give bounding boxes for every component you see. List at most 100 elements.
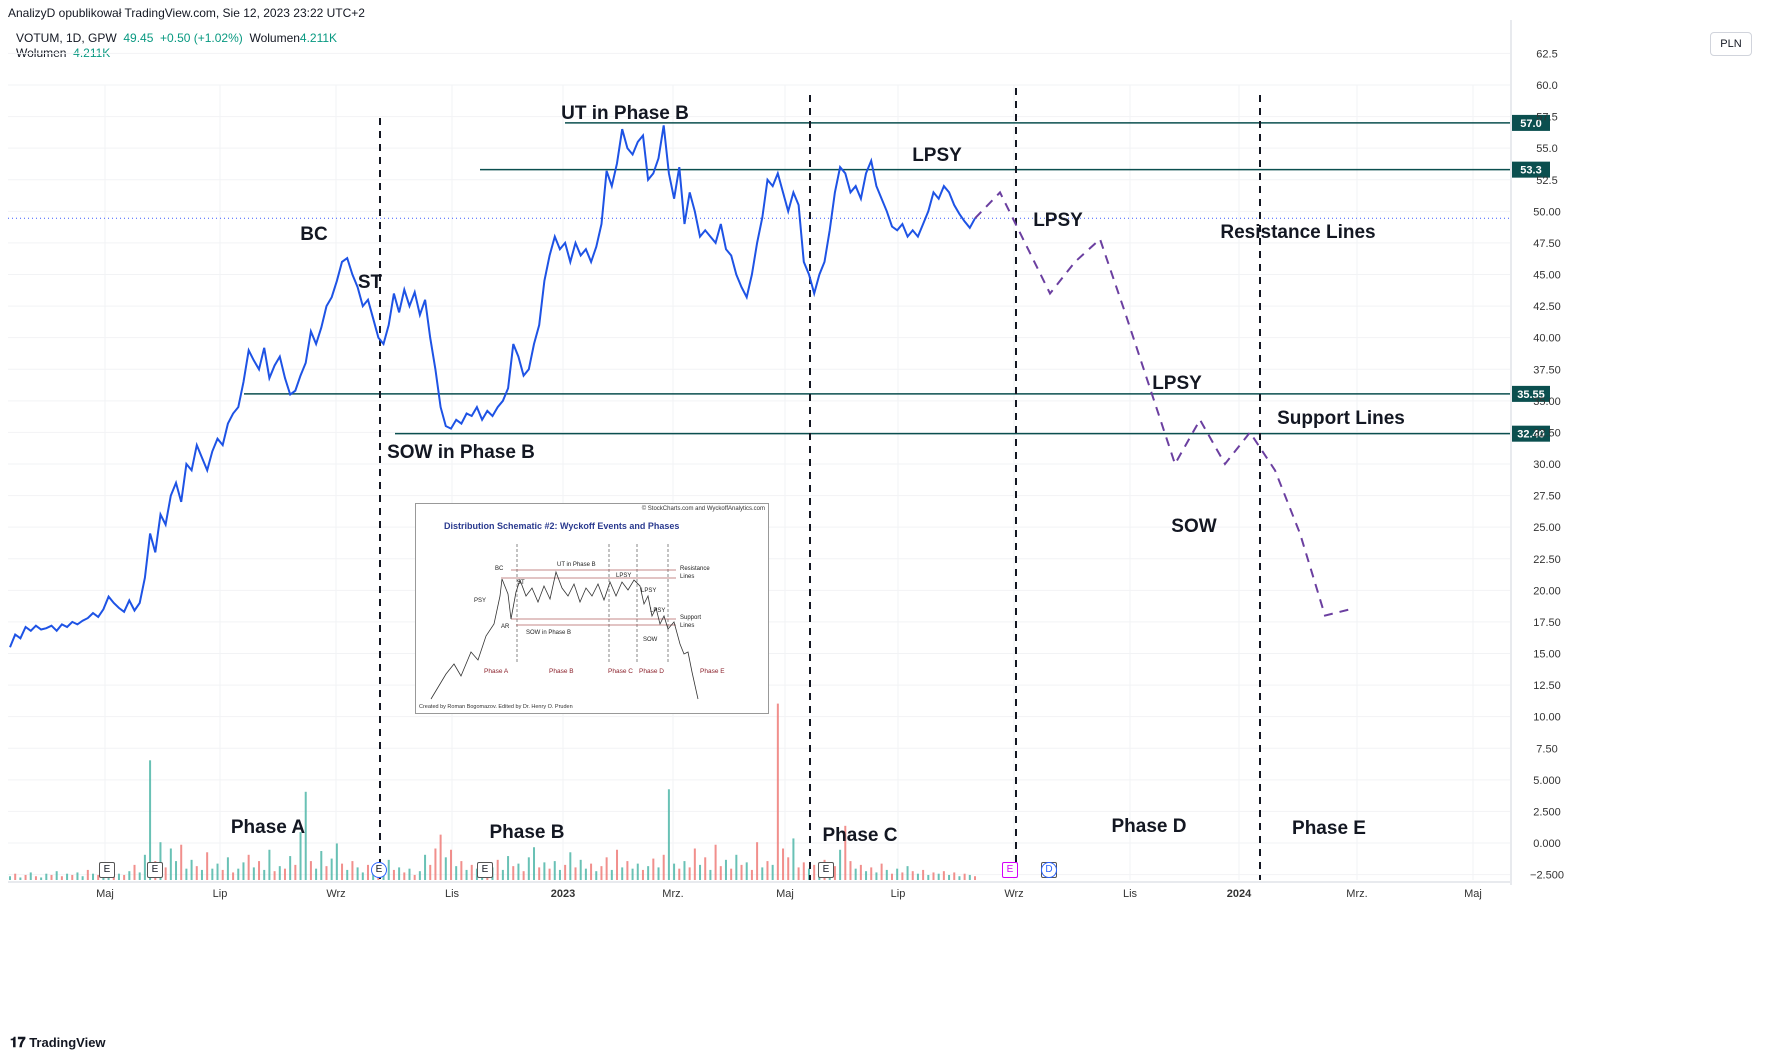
volume-bar xyxy=(455,866,458,880)
volume-bar xyxy=(662,854,665,880)
volume-bar xyxy=(356,867,359,880)
volume-bar xyxy=(890,873,893,880)
volume-bar xyxy=(626,861,629,880)
tradingview-logo[interactable]: 𝟏𝟕 TradingView xyxy=(10,1034,106,1051)
annotation-label: LPSY xyxy=(1033,210,1083,231)
phase-dividers[interactable] xyxy=(379,88,1261,880)
tv-logo-text: TradingView xyxy=(29,1035,106,1050)
currency-button[interactable]: PLN xyxy=(1710,32,1752,56)
price-tick: 12.50 xyxy=(1533,680,1561,692)
annotation-label: LPSY xyxy=(1152,373,1202,394)
inset-label-resistance-lines: Lines xyxy=(680,574,694,580)
volume-bar xyxy=(190,859,193,880)
volume-bar xyxy=(19,877,22,880)
volume-bar xyxy=(932,872,935,880)
price-tick: 30.00 xyxy=(1533,459,1561,471)
volume-bar xyxy=(974,876,976,880)
dividend-badge[interactable]: D xyxy=(1041,862,1057,878)
volume-bar xyxy=(512,866,515,880)
inset-diagram: BC ST UT in Phase B LPSY LPSY LPSY PSY A… xyxy=(430,544,725,700)
annotation-label: UT in Phase B xyxy=(561,103,689,124)
price-axis[interactable]: 62.5 60.0 57.5 55.0 52.5 50.00 47.50 45.00 42.50… xyxy=(1510,20,1564,885)
volume-bar xyxy=(429,864,432,880)
time-axis[interactable]: Maj Lip Wrz Lis 2023 Mrz. Maj Lip Wrz Lis 2024 Mrz.… xyxy=(8,881,1510,900)
volume-legend-label: Wolumen xyxy=(249,31,300,45)
volume-bar xyxy=(968,874,971,880)
volume-bar xyxy=(548,868,551,880)
volume-bar xyxy=(942,871,945,880)
inset-phase-a: Phase A xyxy=(484,668,509,675)
price-tick: 7.50 xyxy=(1536,743,1557,755)
inset-label-psy: PSY xyxy=(474,598,486,604)
volume-bar xyxy=(579,859,582,880)
time-tick: 2024 xyxy=(1227,888,1252,900)
volume-bar xyxy=(953,872,956,880)
price-tick: 15.00 xyxy=(1533,649,1561,661)
volume-bar xyxy=(470,864,473,880)
volume-bar xyxy=(475,868,478,880)
price-tick: 22.50 xyxy=(1533,554,1561,566)
volume-bar xyxy=(693,848,696,880)
price-tick: 20.00 xyxy=(1533,585,1561,597)
time-tick: Wrz xyxy=(326,888,345,900)
volume-bar xyxy=(128,871,131,880)
volume-bar xyxy=(901,872,904,880)
volume-bar xyxy=(14,873,17,880)
earnings-badge[interactable]: E xyxy=(477,862,493,878)
volume-bar xyxy=(776,703,779,880)
wyckoff-inset[interactable]: © StockCharts.com and WyckoffAnalytics.c… xyxy=(415,503,769,714)
level-price-label: 32.40 xyxy=(1517,429,1545,441)
earnings-badge[interactable]: E xyxy=(1002,862,1018,878)
volume-bar xyxy=(564,864,567,880)
volume-bar xyxy=(657,867,660,880)
volume-bar xyxy=(408,868,411,880)
volume-bar xyxy=(444,857,447,880)
level-price-tag xyxy=(1512,114,1550,131)
price-tick: 52.5 xyxy=(1536,175,1557,187)
volume-bar xyxy=(756,842,759,880)
earnings-badge[interactable]: E xyxy=(147,862,163,878)
volume-bar xyxy=(387,859,390,880)
volume-bar xyxy=(636,863,639,880)
volume-bar xyxy=(600,866,603,880)
volume-bar xyxy=(688,867,691,880)
annotation-label: Resistance Lines xyxy=(1220,222,1375,243)
volume-bar xyxy=(242,862,245,880)
volume-bar xyxy=(870,867,873,880)
horizontal-levels[interactable]: 57.0 53.3 35.55 32.40 xyxy=(8,114,1550,442)
volume-bar xyxy=(159,842,162,880)
volume-bar xyxy=(922,869,925,880)
volume-bar xyxy=(787,857,790,880)
earnings-badge[interactable]: E xyxy=(818,862,834,878)
volume-bar xyxy=(735,854,738,880)
volume-bar xyxy=(813,864,816,880)
volume-bar xyxy=(263,869,266,880)
volume-bar xyxy=(50,874,53,880)
volume-bar xyxy=(185,868,188,880)
volume-bar xyxy=(92,873,95,880)
volume-bar xyxy=(180,844,183,880)
earnings-badge[interactable]: E xyxy=(99,862,115,878)
inset-label-sow-b: SOW in Phase B xyxy=(526,630,571,636)
volume-bar xyxy=(849,861,852,880)
volume-bar xyxy=(859,864,862,880)
volume-bar xyxy=(574,867,577,880)
inset-phase-e: Phase E xyxy=(700,668,725,675)
volume-bar xyxy=(719,866,722,880)
volume-bar xyxy=(797,867,800,880)
annotations[interactable]: BC ST UT in Phase B SOW in Phase B LPSY LPSY R… xyxy=(231,103,1405,846)
level-price-tag xyxy=(1512,385,1550,402)
volume-bar xyxy=(501,869,504,880)
volume-bar xyxy=(616,849,619,880)
level-price-tag xyxy=(1512,425,1550,442)
volume-bar xyxy=(678,868,681,880)
price-tick: 10.00 xyxy=(1533,712,1561,724)
earnings-badge[interactable]: E xyxy=(371,862,387,878)
volume-bar xyxy=(724,859,727,880)
volume-bar xyxy=(299,832,302,880)
time-tick: 2023 xyxy=(551,888,575,900)
inset-phase-c: Phase C xyxy=(608,668,633,675)
symbol-info[interactable]: VOTUM, 1D, GPW xyxy=(16,31,117,45)
